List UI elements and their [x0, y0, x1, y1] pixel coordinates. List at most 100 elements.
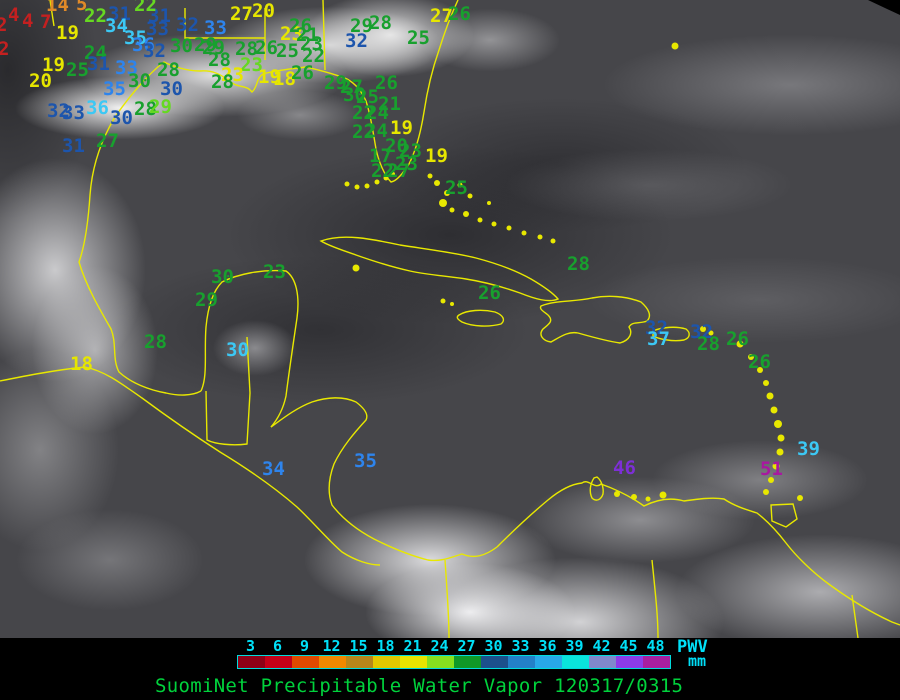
station-value: 28 — [157, 59, 180, 81]
colorbar-segment — [265, 656, 292, 668]
station-value: 24 — [366, 102, 389, 124]
station-value: 33 — [115, 57, 138, 79]
colorbar-ticks: 3 6 9 12 15 18 21 24 27 30 33 36 39 42 45 48 — [237, 637, 669, 655]
station-value: 4 — [22, 10, 34, 32]
station-value: 19 — [425, 145, 448, 167]
station-value: 20 — [252, 0, 275, 22]
station-value: 32 — [143, 40, 166, 62]
coastline-puerto-rico — [652, 326, 690, 342]
station-value: 32 — [345, 30, 368, 52]
station-value: 35 — [354, 450, 377, 472]
lake-maracaibo — [589, 476, 604, 501]
colorbar-segment — [292, 656, 319, 668]
coastline-hispaniola — [539, 295, 651, 344]
station-value: 22 — [371, 160, 394, 182]
coastline-jamaica — [456, 309, 505, 327]
station-value: 29 — [202, 37, 225, 59]
station-value: 34 — [105, 15, 128, 37]
colorbar-segments — [237, 655, 671, 669]
station-value: 24 — [365, 120, 388, 142]
station-value: 25 — [407, 27, 430, 49]
island-specks — [344, 42, 803, 502]
border-guatemala — [205, 390, 251, 446]
colorbar-tick-label: 30 — [484, 637, 503, 655]
border-state-3 — [322, 0, 326, 71]
station-value: 23 — [395, 153, 418, 175]
station-value: 34 — [262, 458, 285, 480]
station-value: 2 — [0, 38, 10, 60]
colorbar-segment — [319, 656, 346, 668]
border-guyana — [851, 594, 859, 638]
station-value: 14 — [46, 0, 69, 16]
station-value: 17 — [369, 145, 392, 167]
colorbar-segment — [454, 656, 481, 668]
station-value: 32 — [176, 14, 199, 36]
colorbar-tick-label: 6 — [272, 637, 283, 655]
station-value: 28 — [134, 98, 157, 120]
station-value: 23 — [263, 261, 286, 283]
coastline-central-america — [270, 397, 498, 562]
station-value: 25 — [276, 40, 299, 62]
colorbar-tick-label: 9 — [299, 637, 310, 655]
station-value: 33 — [62, 102, 85, 124]
station-value: 29 — [195, 289, 218, 311]
station-value: 33 — [146, 18, 169, 40]
station-value: 28 — [208, 49, 231, 71]
station-value: 51 — [760, 458, 783, 480]
border-venezuela — [651, 559, 659, 638]
colorbar-unit-label: PWV — [677, 637, 708, 657]
station-value: 28 — [369, 12, 392, 34]
colorbar-segment — [481, 656, 508, 668]
station-value: 27 — [387, 160, 410, 182]
station-value: 23 — [221, 64, 244, 86]
station-value: 21 — [378, 93, 401, 115]
station-value: 23 — [280, 23, 303, 45]
satellite-image: 4 4 2 7 2 14 5 22 19 19 20 24 25 31 34 31 33 32 33 35 36 32 30… — [0, 0, 900, 638]
station-value: 29 — [194, 34, 217, 56]
station-value: 23 — [399, 140, 422, 162]
station-value: 24 — [84, 42, 107, 64]
colorbar-tick-label: 18 — [376, 637, 395, 655]
coastline-pacific — [0, 366, 381, 566]
station-value: 28 — [697, 333, 720, 355]
station-value: 19 — [42, 54, 65, 76]
station-value: 30 — [343, 84, 366, 106]
colorbar-segment — [535, 656, 562, 668]
station-value: 27 — [340, 76, 363, 98]
colorbar-segment — [616, 656, 643, 668]
station-value: 4 — [8, 4, 20, 26]
station-value: 27 — [430, 5, 453, 27]
colorbar-tick-label: 48 — [646, 637, 665, 655]
station-value: 30 — [128, 70, 151, 92]
station-value: 26 — [289, 15, 312, 37]
colorbar-tick-label: 24 — [430, 637, 449, 655]
station-value: 37 — [647, 328, 670, 350]
station-value: 31 — [62, 135, 85, 157]
station-value: 29 — [350, 15, 373, 37]
colorbar-tick-label: 36 — [538, 637, 557, 655]
station-value: 33 — [204, 17, 227, 39]
station-value: 26 — [375, 72, 398, 94]
station-value: 19 — [56, 22, 79, 44]
border-state-1 — [49, 0, 55, 27]
station-value: 31 — [87, 53, 110, 75]
station-value: 26 — [255, 37, 278, 59]
coastline-yucatan — [200, 269, 299, 428]
station-value: 22 — [352, 102, 375, 124]
station-value: 31 — [108, 3, 131, 25]
station-value: 22 — [352, 121, 375, 143]
colorbar-tick-label: 42 — [592, 637, 611, 655]
station-value: 32 — [47, 100, 70, 122]
station-value: 36 — [86, 97, 109, 119]
station-value: 36 — [132, 34, 155, 56]
border-belize — [246, 336, 251, 394]
station-value: 25 — [356, 86, 379, 108]
station-value: 23 — [300, 33, 323, 55]
station-value: 26 — [291, 62, 314, 84]
colorbar-segment — [427, 656, 454, 668]
colorbar-tick-label: 3 — [245, 637, 256, 655]
station-value: 21 — [296, 24, 319, 46]
colorbar-segment — [562, 656, 589, 668]
colorbar-segment — [400, 656, 427, 668]
